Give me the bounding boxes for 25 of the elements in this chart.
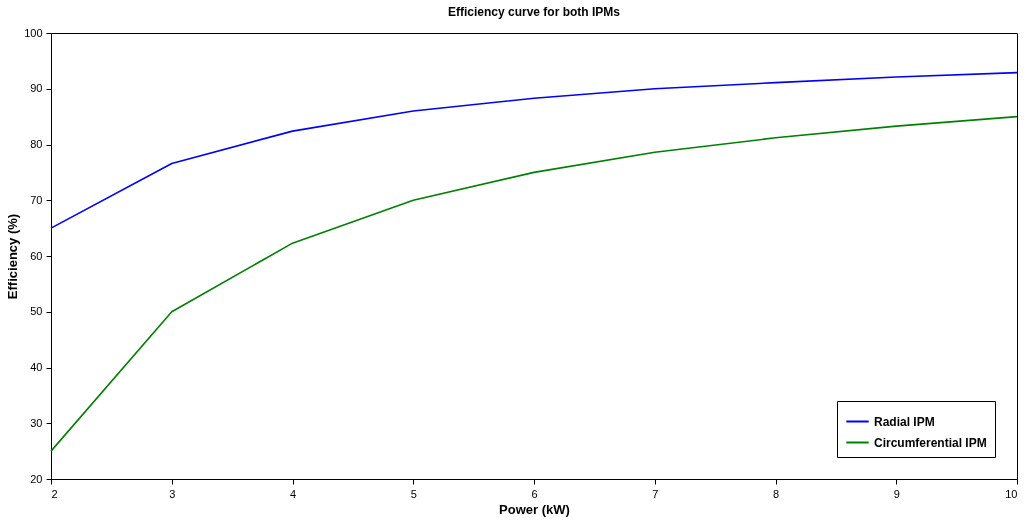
x-tick-label: 10 bbox=[1005, 487, 1018, 500]
y-axis-title: Efficiency (%) bbox=[5, 213, 21, 300]
x-tick-label: 6 bbox=[531, 487, 538, 500]
y-tick-label: 50 bbox=[30, 305, 43, 318]
line-series bbox=[50, 115, 1018, 452]
y-tick-label: 60 bbox=[30, 249, 43, 262]
legend-label: Circumferential IPM bbox=[874, 435, 987, 450]
x-axis-title: Power (kW) bbox=[499, 501, 570, 517]
y-tick-label: 90 bbox=[30, 82, 43, 95]
x-tick-label: 7 bbox=[652, 487, 659, 500]
x-tick-label: 5 bbox=[410, 487, 417, 500]
y-tick-label: 70 bbox=[30, 193, 43, 206]
y-tick-label: 80 bbox=[30, 138, 43, 150]
x-tick-label: 4 bbox=[289, 487, 297, 500]
x-tick-label: 8 bbox=[772, 487, 780, 500]
x-tick-label: 3 bbox=[169, 487, 176, 500]
chart-title: Efficiency curve for both IPMs bbox=[447, 5, 621, 19]
y-tick-label: 30 bbox=[30, 416, 43, 429]
line-series bbox=[50, 71, 1018, 229]
y-tick-label: 100 bbox=[24, 26, 43, 39]
x-tick-label: 2 bbox=[51, 487, 58, 500]
legend-label: Radial IPM bbox=[874, 414, 935, 429]
y-tick-label: 40 bbox=[30, 361, 43, 373]
y-tick-label: 20 bbox=[30, 472, 43, 485]
x-tick-label: 9 bbox=[893, 487, 900, 500]
